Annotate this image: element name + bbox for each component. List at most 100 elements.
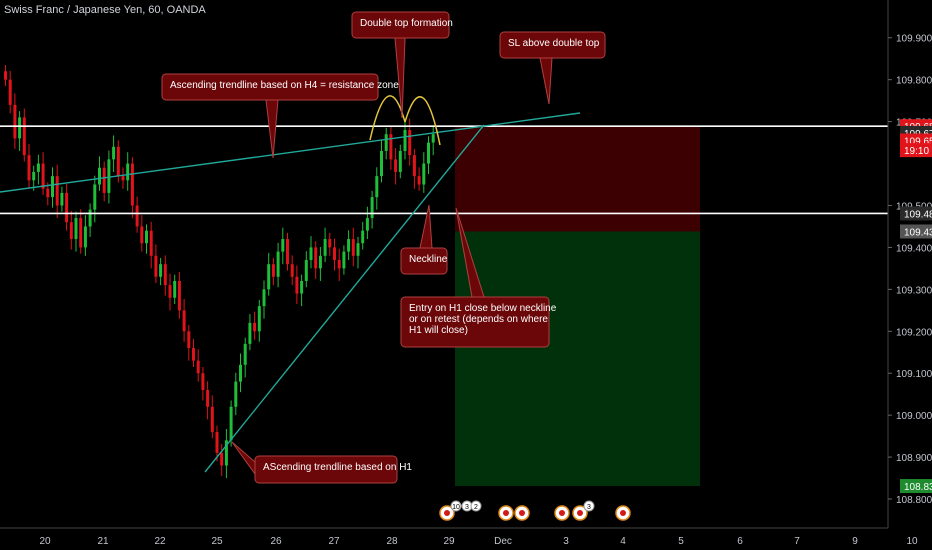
price-tick-label: 109.200 bbox=[896, 327, 932, 338]
candle-body bbox=[79, 218, 83, 248]
economic-event-icon-dot bbox=[519, 510, 525, 516]
candle-body bbox=[422, 163, 426, 185]
candle-body bbox=[112, 146, 116, 160]
price-badge-label: 109.438 bbox=[904, 227, 932, 238]
candle-body bbox=[88, 209, 92, 227]
candle-body bbox=[412, 155, 416, 177]
candle-body bbox=[309, 247, 313, 260]
candle-body bbox=[431, 134, 435, 143]
price-badge bbox=[900, 206, 932, 221]
candle-body bbox=[168, 285, 172, 298]
price-tick-label: 109.900 bbox=[896, 34, 932, 45]
sl-note-text: SL above double top bbox=[508, 38, 600, 49]
candle-body bbox=[173, 280, 177, 298]
candle-body bbox=[304, 260, 308, 281]
candle-body bbox=[149, 230, 153, 256]
candle-body bbox=[121, 176, 125, 181]
time-tick-label: 9 bbox=[852, 536, 858, 547]
economic-event-icon-dot bbox=[577, 510, 583, 516]
neckline-note: Neckline bbox=[400, 204, 448, 275]
time-tick-label: 5 bbox=[678, 536, 684, 547]
candle-body bbox=[271, 264, 275, 277]
candle-body bbox=[323, 239, 327, 256]
candle-body bbox=[201, 373, 205, 390]
candle-body bbox=[98, 167, 101, 185]
time-tick-label: 29 bbox=[443, 536, 455, 547]
candle-body bbox=[145, 230, 148, 244]
candle-body bbox=[159, 264, 163, 277]
candle-body bbox=[74, 218, 78, 240]
time-tick-label: 20 bbox=[39, 536, 51, 547]
price-tick-label: 108.900 bbox=[896, 453, 932, 464]
sl-note: SL above double top bbox=[499, 31, 606, 105]
time-tick-label: 25 bbox=[211, 536, 223, 547]
candle-body bbox=[356, 243, 360, 256]
candle-body bbox=[347, 239, 351, 252]
time-tick-label: 7 bbox=[794, 536, 800, 547]
double-top-note-box bbox=[351, 11, 450, 39]
candle-body bbox=[361, 230, 365, 244]
sl-note-box bbox=[499, 31, 606, 59]
candle-body bbox=[243, 343, 247, 365]
candle-body bbox=[300, 280, 304, 294]
candle-body bbox=[130, 163, 134, 206]
candle-body bbox=[215, 431, 219, 453]
resistance-note-text: Ascending trendline based on H4 = resist… bbox=[170, 80, 399, 91]
neckline-note-pointer bbox=[419, 204, 433, 249]
candle-body bbox=[46, 188, 50, 198]
candle-body bbox=[262, 289, 266, 307]
candle-body bbox=[253, 322, 257, 332]
candle-body bbox=[102, 167, 106, 193]
candle-body bbox=[365, 218, 369, 231]
candle-body bbox=[394, 159, 398, 172]
price-badge-label: 109.481 bbox=[904, 209, 932, 220]
candle-body bbox=[163, 264, 167, 286]
candle-body bbox=[36, 163, 40, 172]
candle-body bbox=[370, 197, 374, 219]
candle-body bbox=[107, 159, 111, 193]
candle-body bbox=[196, 360, 200, 374]
candle-body bbox=[328, 239, 332, 248]
price-tick-label: 109.400 bbox=[896, 243, 932, 254]
candle-body bbox=[126, 163, 130, 181]
candle-body bbox=[65, 192, 69, 223]
h1-trend-note-box bbox=[254, 455, 398, 484]
candle-body bbox=[267, 264, 271, 290]
candle-body bbox=[154, 255, 158, 277]
price-tick-label: 109.100 bbox=[896, 369, 932, 380]
time-tick-label: 27 bbox=[328, 536, 340, 547]
candle-body bbox=[389, 134, 393, 160]
candle-body bbox=[257, 306, 261, 332]
candle-body bbox=[60, 192, 64, 206]
price-tick-label: 109.300 bbox=[896, 285, 932, 296]
price-badge bbox=[900, 224, 932, 239]
event-count-label: 2 bbox=[474, 504, 478, 511]
event-count-badge bbox=[470, 500, 482, 512]
candle-body bbox=[32, 171, 36, 181]
economic-event-icon-dot bbox=[503, 510, 509, 516]
take-profit-zone bbox=[455, 231, 700, 487]
candle-body bbox=[18, 117, 22, 139]
sl-note-pointer bbox=[539, 57, 553, 105]
h1-ascending-trendline bbox=[204, 124, 485, 473]
candle-body bbox=[182, 310, 186, 332]
candle-body bbox=[224, 440, 228, 466]
economic-event-icon-dot bbox=[620, 510, 626, 516]
candle-body bbox=[248, 322, 252, 344]
candle-body bbox=[342, 251, 346, 269]
candle-body bbox=[206, 390, 210, 407]
candle-body bbox=[398, 150, 402, 172]
h1-trend-note-text: AScending trendline based on H1 bbox=[263, 462, 412, 473]
event-count-badge bbox=[583, 500, 595, 512]
economic-event-icon-dot bbox=[444, 510, 450, 516]
candle-body bbox=[318, 255, 322, 269]
price-tick-label: 108.800 bbox=[896, 495, 932, 506]
candle-body bbox=[229, 406, 233, 441]
candle-body bbox=[286, 239, 289, 265]
h1-trend-note-pointer bbox=[231, 441, 256, 476]
h1-trend-note: AScending trendline based on H1 bbox=[231, 441, 412, 484]
time-tick-label: 10 bbox=[906, 536, 918, 547]
candle-body bbox=[408, 130, 412, 156]
